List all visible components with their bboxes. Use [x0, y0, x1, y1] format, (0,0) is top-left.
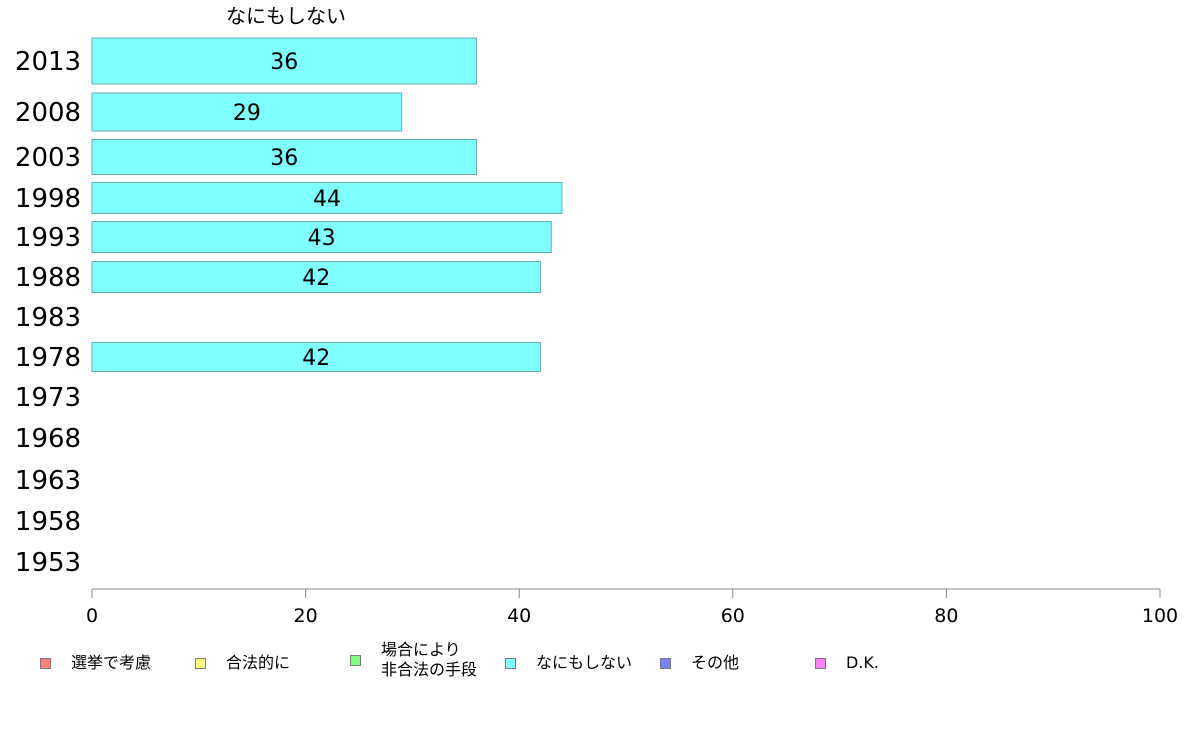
x-tick-label-60: 60: [721, 605, 745, 627]
chart-title: なにもしない: [226, 4, 346, 28]
year-label-2013: 2013: [15, 47, 81, 77]
x-tick-label-40: 40: [507, 605, 531, 627]
bar-chart: なにもしない 2013 36 2008 29 2003 36 1998 44 1993 43 198…: [15, 4, 1178, 627]
value-label-2008: 29: [233, 101, 261, 126]
x-tick-label-100: 100: [1142, 605, 1178, 627]
legend-item-dk: D.K.: [815, 653, 879, 673]
legend-label-illegal: 場合により 非合法の手段: [381, 640, 478, 679]
legend-item-illegal: 場合により 非合法の手段: [350, 640, 477, 680]
bar-1998: [91, 182, 563, 214]
x-axis: 0 20 40 60 80 100: [86, 588, 1178, 627]
legend-item-election: 選挙で考慮: [40, 653, 151, 673]
year-label-1958: 1958: [15, 507, 81, 537]
year-label-2008: 2008: [15, 98, 81, 128]
value-label-1998: 44: [313, 187, 341, 212]
legend-swatch-other: [660, 657, 671, 669]
value-label-2003: 36: [270, 146, 298, 171]
legend-label-other: その他: [691, 653, 740, 672]
year-label-1963: 1963: [15, 466, 81, 496]
x-tick-label-0: 0: [86, 605, 98, 627]
bar-1978: [91, 342, 542, 372]
value-label-2013: 36: [270, 50, 298, 75]
year-label-1953: 1953: [15, 548, 81, 578]
legend-label-nothing: なにもしない: [536, 653, 633, 672]
legend-label-legal: 合法的に: [226, 653, 291, 672]
legend-item-other: その他: [660, 653, 739, 673]
legend: 選挙で考慮 合法的に 場合により 非合法の手段 なにもしない その他 D.K.: [0, 640, 1188, 690]
year-label-1983: 1983: [15, 303, 81, 333]
legend-swatch-election: [40, 657, 51, 669]
legend-item-nothing: なにもしない: [505, 653, 632, 673]
bar-1993: [91, 221, 552, 253]
year-label-1968: 1968: [15, 424, 81, 454]
year-label-1973: 1973: [15, 383, 81, 413]
x-tick-label-20: 20: [294, 605, 318, 627]
value-label-1988: 42: [302, 266, 330, 291]
year-label-1993: 1993: [15, 223, 81, 253]
legend-label-dk: D.K.: [846, 653, 879, 672]
legend-swatch-dk: [815, 657, 826, 669]
bar-2013: [91, 37, 477, 85]
legend-label-election: 選挙で考慮: [71, 653, 152, 672]
value-label-1978: 42: [302, 346, 330, 371]
legend-item-legal: 合法的に: [195, 653, 290, 673]
year-label-2003: 2003: [15, 143, 81, 173]
bar-1988: [91, 261, 542, 293]
legend-swatch-nothing: [505, 657, 516, 669]
year-label-1998: 1998: [15, 184, 81, 214]
year-label-1988: 1988: [15, 263, 81, 293]
x-tick-label-80: 80: [934, 605, 958, 627]
legend-swatch-illegal: [350, 654, 361, 666]
legend-swatch-legal: [195, 657, 206, 669]
value-label-1993: 43: [308, 226, 336, 251]
bar-2003: [91, 139, 477, 175]
year-label-1978: 1978: [15, 343, 81, 373]
bar-2008: [91, 92, 403, 132]
